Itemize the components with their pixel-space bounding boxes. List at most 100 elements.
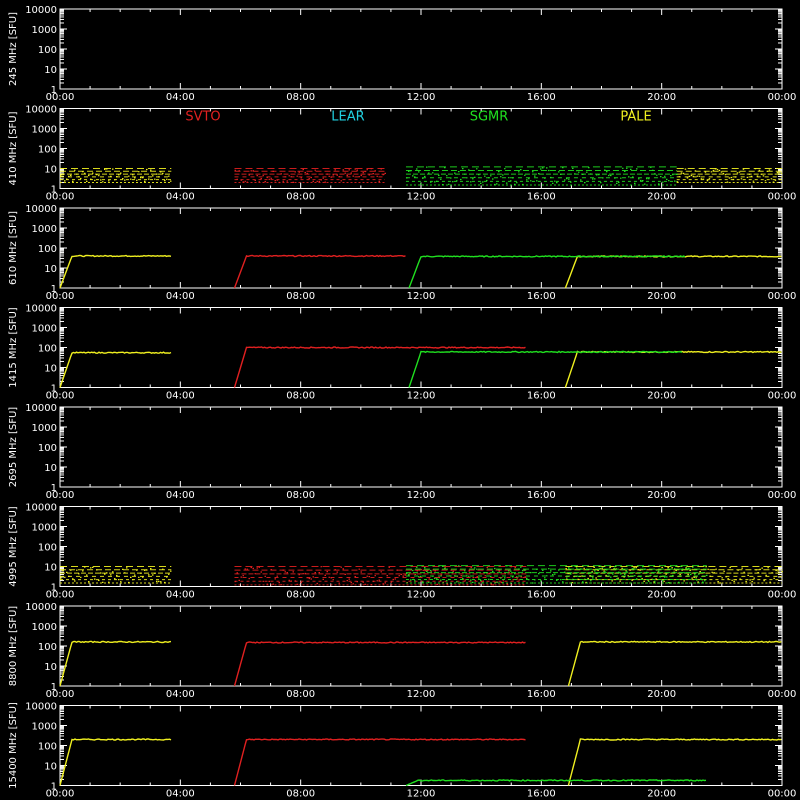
x-tick-label: 16:00 [527,192,556,203]
y-tick-label: 10000 [25,304,57,315]
x-tick-label: 20:00 [647,490,676,501]
y-tick-label: 1000 [32,622,57,633]
x-tick-label: 12:00 [407,590,436,601]
x-tick-label: 08:00 [286,291,315,302]
y-tick-label: 1000 [32,423,57,434]
series-sgmr-line [408,255,686,289]
x-tick-label: 16:00 [527,291,556,302]
x-tick-label: 00:00 [46,590,75,601]
x-tick-label: 00:00 [768,391,797,402]
x-tick-label: 00:00 [46,689,75,700]
y-axis-label: 410 MHz [SFU] [8,111,19,185]
y-tick-label: 100 [38,742,57,753]
series-svto-line [233,738,526,786]
x-tick-label: 08:00 [286,92,315,103]
series-pale-line [564,350,782,388]
x-tick-label: 00:00 [768,92,797,103]
y-tick-label: 1000 [32,25,57,36]
x-tick-label: 16:00 [527,92,556,103]
y-tick-label: 1000 [32,125,57,136]
series-pale-points [60,566,172,584]
x-tick-label: 12:00 [407,490,436,501]
y-tick-label: 100 [38,443,57,454]
x-tick-label: 00:00 [768,490,797,501]
x-tick-label: 20:00 [647,291,676,302]
x-tick-label: 08:00 [286,789,315,800]
y-tick-label: 10 [44,264,57,275]
x-tick-label: 20:00 [647,590,676,601]
series-svto-line [233,254,406,289]
series-svto-line [233,641,526,687]
series-pale-line [59,640,172,687]
series-svto-points [234,168,386,184]
x-tick-label: 00:00 [46,92,75,103]
x-tick-label: 00:00 [768,291,797,302]
x-tick-label: 16:00 [527,490,556,501]
series-sgmr-line [408,350,683,388]
series-sgmr-line [405,779,707,787]
x-tick-label: 00:00 [768,192,797,203]
series-pale-line [59,738,172,786]
y-tick-label: 10000 [25,204,57,215]
x-tick-label: 00:00 [46,789,75,800]
panel-1: 1 10 100 1000 10000 00:00 04:00 08:00 12:00 16:00… [8,5,796,103]
x-tick-label: 00:00 [46,490,75,501]
y-tick-label: 1 [51,583,57,594]
y-tick-label: 10000 [25,5,57,16]
legend-svto: SVTO [185,110,220,125]
x-tick-label: 04:00 [166,689,195,700]
x-tick-label: 12:00 [407,689,436,700]
x-tick-label: 12:00 [407,92,436,103]
panel-3: 1 10 100 1000 10000 00:00 04:00 08:00 12:00 16:00… [8,204,796,302]
y-tick-label: 1000 [32,324,57,335]
x-tick-label: 12:00 [407,192,436,203]
x-tick-label: 00:00 [46,192,75,203]
y-tick-label: 10 [44,662,57,673]
y-tick-label: 10 [44,463,57,474]
panel-8: 1 10 100 1000 10000 00:00 04:00 08:00 12:00 16:00… [8,702,796,800]
x-tick-label: 08:00 [286,590,315,601]
y-tick-label: 1000 [32,722,57,733]
y-axis-label: 4995 MHz [SFU] [8,506,19,587]
x-tick-label: 12:00 [407,291,436,302]
panel-7: 1 10 100 1000 10000 00:00 04:00 08:00 12:00 16:00… [8,602,796,700]
legend-sgmr: SGMR [470,110,509,125]
panel-frame [59,8,783,90]
panel-5: 1 10 100 1000 10000 00:00 04:00 08:00 12:00 16:00… [8,403,796,501]
y-tick-label: 100 [38,244,57,255]
x-tick-label: 20:00 [647,92,676,103]
y-tick-label: 10000 [25,403,57,414]
y-axis-label: 1415 MHz [SFU] [8,307,19,388]
y-tick-label: 10 [44,165,57,176]
x-tick-label: 16:00 [527,590,556,601]
y-tick-label: 10000 [25,105,57,116]
y-tick-label: 100 [38,145,57,156]
series-pale-points [676,168,783,183]
x-tick-label: 04:00 [166,192,195,203]
panel-frame [59,605,783,687]
x-tick-label: 04:00 [166,590,195,601]
x-tick-label: 12:00 [407,789,436,800]
y-tick-label: 1 [51,284,57,295]
y-axis-label: 2695 MHz [SFU] [8,407,19,488]
x-tick-label: 04:00 [166,391,195,402]
y-tick-label: 10 [44,364,57,375]
y-tick-label: 1 [51,682,57,693]
x-tick-label: 12:00 [407,391,436,402]
x-tick-label: 00:00 [46,391,75,402]
x-tick-label: 16:00 [527,789,556,800]
x-tick-label: 00:00 [768,590,797,601]
x-tick-label: 08:00 [286,391,315,402]
y-tick-label: 1000 [32,523,57,534]
y-tick-label: 100 [38,45,57,56]
panel-6: 1 10 100 1000 10000 00:00 04:00 08:00 12:00 16:00… [8,503,796,601]
x-tick-label: 20:00 [647,391,676,402]
x-tick-label: 00:00 [768,689,797,700]
panel-frame [59,406,783,488]
series-pale-line [567,640,782,687]
y-tick-label: 10000 [25,702,57,713]
series-sgmr-points [406,166,678,186]
x-tick-label: 20:00 [647,789,676,800]
legend-pale: PALE [620,110,651,125]
